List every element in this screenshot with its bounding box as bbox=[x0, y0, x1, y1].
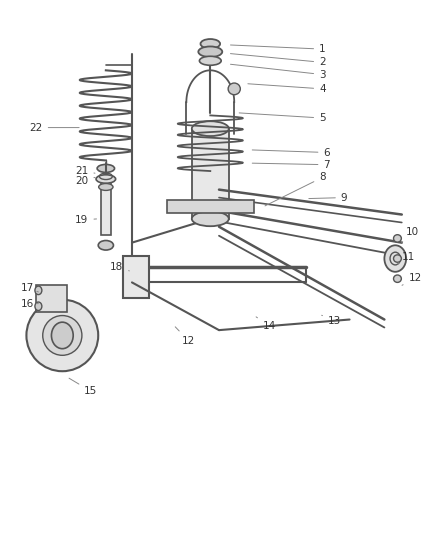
Text: 6: 6 bbox=[252, 148, 330, 158]
Text: 14: 14 bbox=[256, 317, 276, 331]
Text: 20: 20 bbox=[75, 175, 95, 185]
Text: 3: 3 bbox=[230, 64, 326, 79]
Ellipse shape bbox=[98, 240, 113, 250]
Ellipse shape bbox=[393, 235, 401, 242]
Ellipse shape bbox=[192, 121, 229, 136]
Ellipse shape bbox=[393, 255, 401, 262]
Text: 8: 8 bbox=[265, 172, 326, 206]
Text: 13: 13 bbox=[321, 316, 341, 326]
Ellipse shape bbox=[192, 212, 229, 226]
Text: 7: 7 bbox=[252, 160, 330, 169]
Text: 4: 4 bbox=[248, 84, 326, 94]
Ellipse shape bbox=[43, 316, 82, 356]
Bar bbox=[167, 200, 254, 214]
Ellipse shape bbox=[96, 175, 116, 183]
Circle shape bbox=[35, 302, 42, 311]
Text: 19: 19 bbox=[75, 215, 96, 225]
Text: 10: 10 bbox=[402, 227, 419, 243]
Circle shape bbox=[51, 322, 73, 349]
Text: 18: 18 bbox=[110, 262, 129, 271]
Text: 15: 15 bbox=[69, 378, 97, 396]
Ellipse shape bbox=[228, 83, 240, 95]
Ellipse shape bbox=[201, 39, 220, 49]
Text: 2: 2 bbox=[230, 54, 326, 67]
Ellipse shape bbox=[97, 165, 115, 172]
Text: 11: 11 bbox=[397, 252, 415, 264]
Bar bbox=[123, 256, 149, 298]
Ellipse shape bbox=[393, 275, 401, 282]
Bar bbox=[101, 179, 111, 235]
Circle shape bbox=[35, 286, 42, 295]
Bar bbox=[192, 128, 229, 219]
Text: 22: 22 bbox=[29, 123, 79, 133]
Text: 12: 12 bbox=[402, 273, 421, 285]
Text: 1: 1 bbox=[230, 44, 326, 54]
Text: 5: 5 bbox=[239, 113, 326, 123]
Text: 16: 16 bbox=[21, 298, 39, 309]
Ellipse shape bbox=[99, 183, 113, 190]
Ellipse shape bbox=[198, 46, 222, 57]
Text: 12: 12 bbox=[175, 327, 195, 346]
Text: 9: 9 bbox=[309, 192, 347, 203]
Text: 17: 17 bbox=[21, 282, 39, 293]
Ellipse shape bbox=[26, 300, 98, 371]
Circle shape bbox=[385, 245, 406, 272]
Text: 21: 21 bbox=[75, 166, 95, 176]
Ellipse shape bbox=[199, 56, 221, 65]
Bar bbox=[36, 285, 67, 312]
